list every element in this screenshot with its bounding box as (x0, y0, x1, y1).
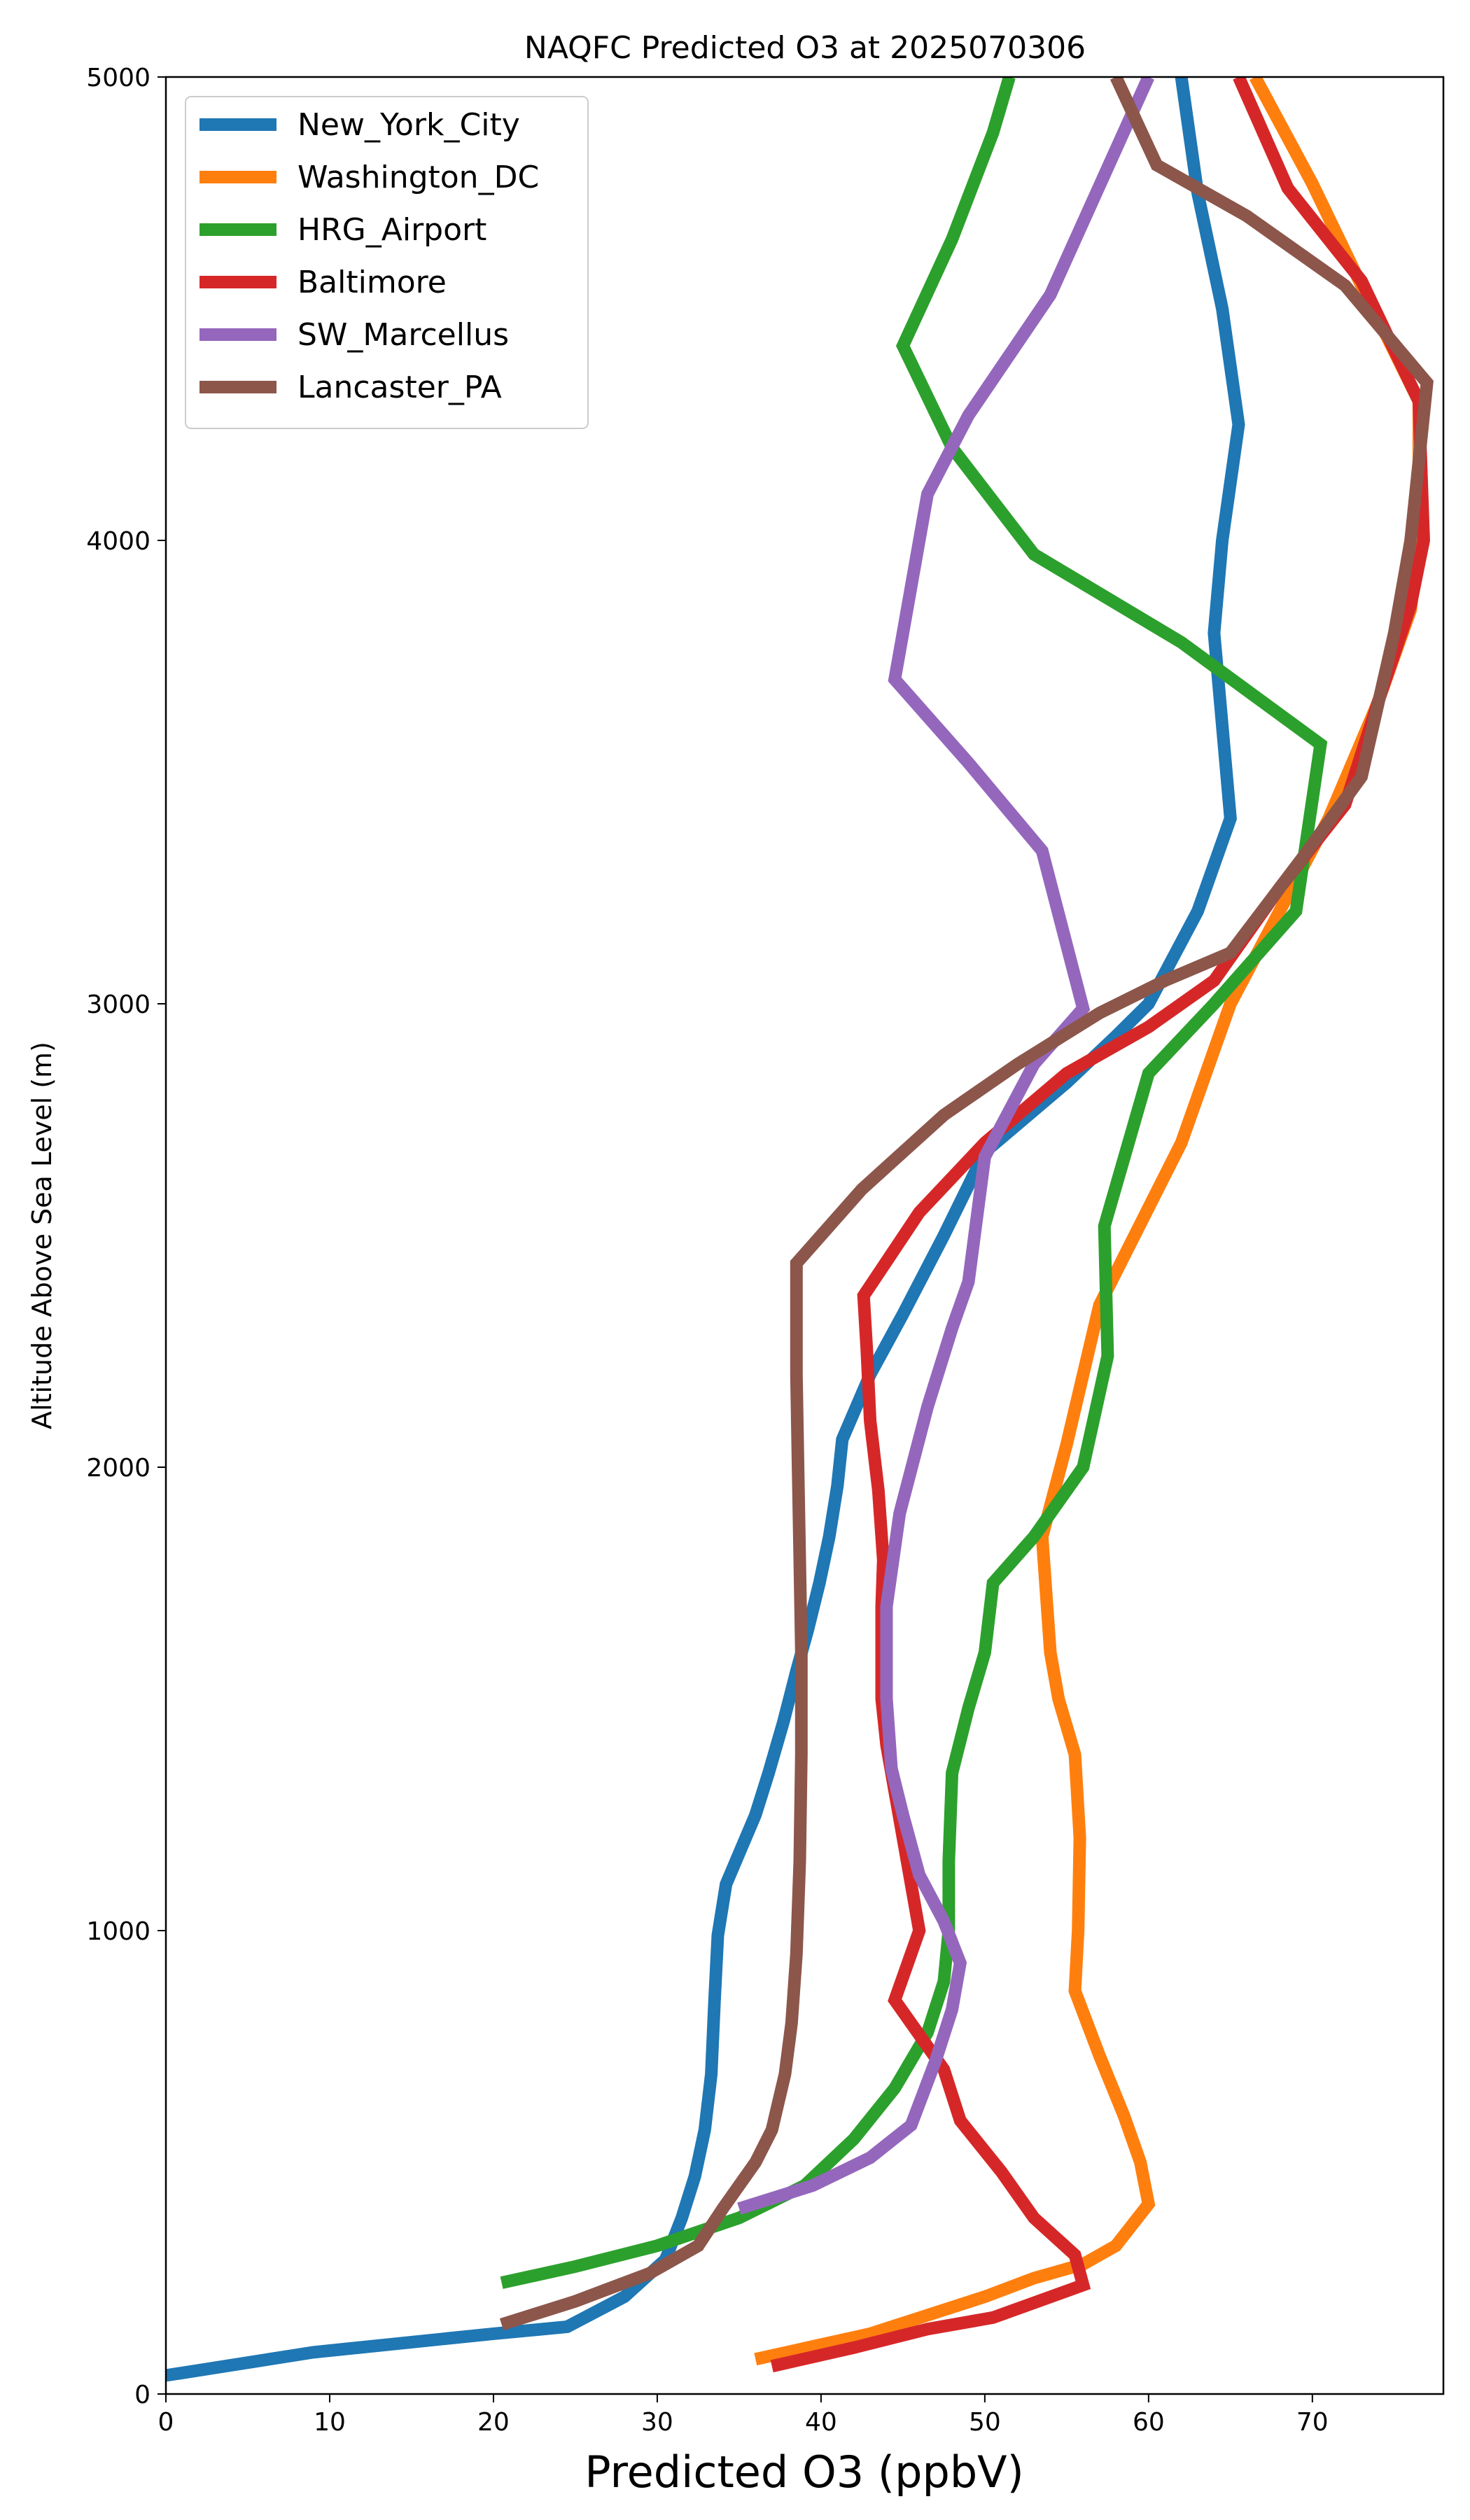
x-tick-label: 60 (1133, 2408, 1165, 2437)
y-axis-label: Altitude Above Sea Level (m) (27, 1042, 57, 1429)
y-tick-label: 0 (134, 2381, 150, 2409)
chart-title: NAQFC Predicted O3 at 2025070306 (524, 30, 1086, 66)
y-tick-label: 5000 (86, 64, 150, 92)
x-axis-label: Predicted O3 (ppbV) (584, 2446, 1024, 2498)
x-tick-label: 50 (969, 2408, 1001, 2437)
x-tick-label: 0 (158, 2408, 174, 2437)
legend-label: HRG_Airport (298, 212, 486, 248)
x-tick-label: 70 (1296, 2408, 1329, 2437)
series-line-hrg-airport (500, 77, 1328, 2289)
plot-frame (164, 76, 1445, 2395)
x-tick-label: 20 (477, 2408, 510, 2437)
legend: New_York_City Washington_DC HRG_Airport Bal… (185, 96, 589, 429)
series-layer (166, 77, 1434, 2382)
series-line-new-york-city (166, 77, 1245, 2382)
y-tick-label: 1000 (86, 1917, 150, 1946)
y-tick-label: 2000 (86, 1454, 150, 1483)
legend-label: Washington_DC (298, 160, 539, 195)
legend-label: SW_Marcellus (298, 317, 509, 353)
series-line-lancaster-pa (499, 77, 1434, 2331)
y-tick-label: 3000 (86, 990, 150, 1019)
legend-label: Baltimore (298, 265, 447, 300)
axes-layer: 0 10 20 30 40 50 60 70 0 1000 2000 3000 4000 5000 (86, 64, 1328, 2437)
series-line-sw-marcellus (737, 77, 1155, 2215)
y-tick-label: 4000 (86, 527, 150, 556)
legend-label: New_York_City (298, 107, 520, 143)
legend-label: Lancaster_PA (298, 370, 502, 405)
x-tick-label: 40 (805, 2408, 837, 2437)
legend-box (185, 96, 589, 429)
x-tick-label: 30 (641, 2408, 673, 2437)
x-tick-label: 10 (314, 2408, 346, 2437)
